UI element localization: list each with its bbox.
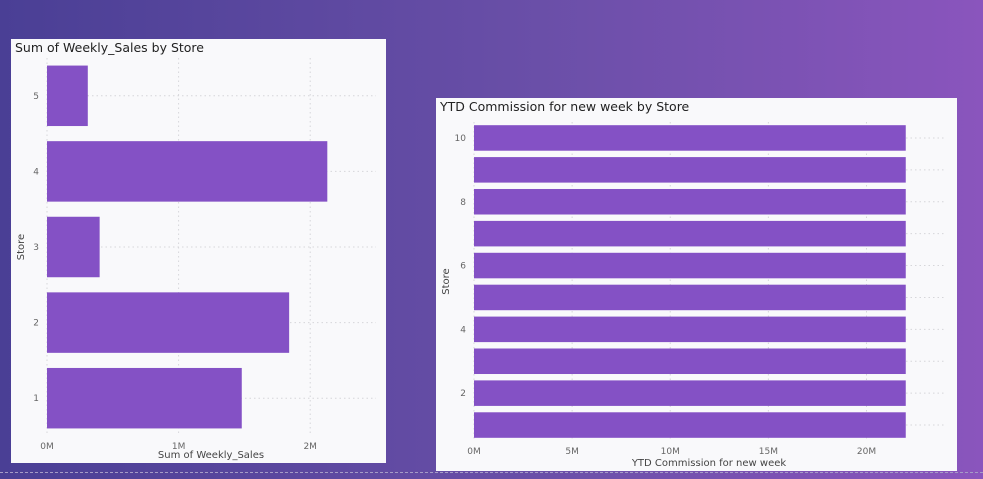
y-tick-label: 8 xyxy=(460,198,466,208)
weekly-sales-chart-card[interactable]: Sum of Weekly_Sales by Store 1 2 3 4 5 0M 1M 2M… xyxy=(11,39,386,463)
bar-store-8[interactable] xyxy=(474,188,906,215)
bar-store-1[interactable] xyxy=(47,367,242,429)
bar-store-4[interactable] xyxy=(474,316,906,343)
y-tick-label: 5 xyxy=(33,92,39,102)
bar-store-2[interactable] xyxy=(474,380,906,406)
x-tick-label: 10M xyxy=(661,447,680,457)
y-axis-title: Store xyxy=(16,234,27,260)
bar-store-6[interactable] xyxy=(474,252,906,279)
y-tick-label: 4 xyxy=(33,167,39,177)
bar-store-1[interactable] xyxy=(474,412,906,438)
y-tick-label: 6 xyxy=(460,262,466,272)
x-tick-label: 2M xyxy=(303,442,317,452)
y-tick-label: 10 xyxy=(455,134,467,144)
x-tick-label: 0M xyxy=(40,442,54,452)
weekly-sales-bar-chart: 1 2 3 4 5 0M 1M 2M Sum of Weekly_Sales Store xyxy=(16,58,376,461)
x-tick-label: 0M xyxy=(467,447,481,457)
x-tick-label: 15M xyxy=(759,447,778,457)
bar-store-7[interactable] xyxy=(474,220,906,247)
y-tick-label: 2 xyxy=(33,319,39,329)
bar-store-5[interactable] xyxy=(47,65,88,127)
x-tick-label: 1M xyxy=(172,442,186,452)
y-tick-label: 2 xyxy=(460,389,466,399)
y-tick-label: 3 xyxy=(33,243,39,253)
chart-title: Sum of Weekly_Sales by Store xyxy=(15,40,204,55)
ytd-commission-bar-chart: 2 4 6 8 10 0M 5M 10M 15M 20M YTD Commission for ne… xyxy=(441,122,945,469)
bar-store-2[interactable] xyxy=(47,292,290,353)
x-tick-label: 5M xyxy=(565,447,579,457)
x-axis-title: YTD Commission for new week xyxy=(631,458,787,469)
bar-store-3[interactable] xyxy=(47,216,100,278)
bar-store-4[interactable] xyxy=(47,141,328,202)
y-tick-label: 4 xyxy=(460,325,466,335)
bar-store-3[interactable] xyxy=(474,348,906,375)
bar-store-5[interactable] xyxy=(474,284,906,311)
y-tick-label: 1 xyxy=(33,394,39,404)
y-axis-title: Store xyxy=(441,268,452,294)
canvas-bottom-divider xyxy=(0,472,983,473)
x-tick-label: 20M xyxy=(857,447,876,457)
bar-store-10[interactable] xyxy=(474,125,906,151)
ytd-commission-chart-card[interactable]: YTD Commission for new week by Store 2 4 6… xyxy=(436,98,957,471)
x-axis-title: Sum of Weekly_Sales xyxy=(158,450,264,461)
bar-store-9[interactable] xyxy=(474,157,906,183)
chart-title: YTD Commission for new week by Store xyxy=(440,99,690,114)
